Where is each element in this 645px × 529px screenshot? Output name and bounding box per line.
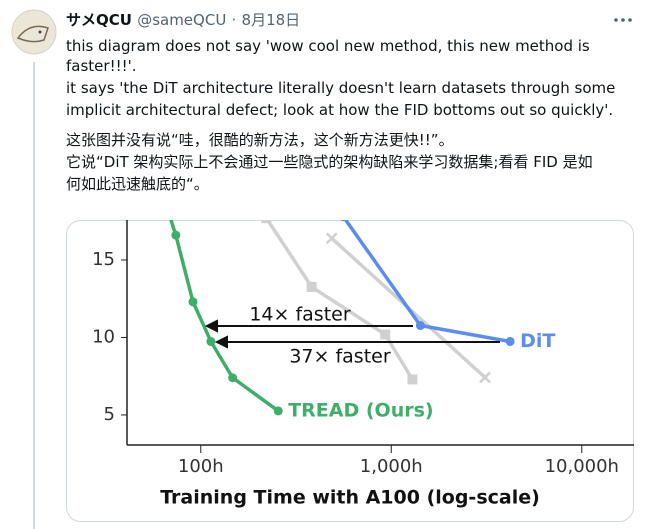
series-label: TREAD (Ours) [288,399,433,421]
x-tick-label: 100h [178,456,224,477]
tweet-line: 这张图并没有说“哇，很酷的新方法，这个新方法更快!!”。 [66,131,454,149]
y-tick-label: 10 [92,326,115,347]
point [479,371,491,384]
annotation: 37× faster [289,346,391,368]
date[interactable]: 8月18日 [241,11,301,29]
series-label: DiT [520,330,555,352]
point [306,281,317,292]
point [273,406,283,416]
x-tick-label: 1,000h [360,456,423,477]
x-tick-label: 10,000h [545,456,619,477]
y-tick-label: 5 [104,404,115,425]
point [505,336,515,346]
author[interactable]: サメQCU @sameQCU · 8月18日 [66,10,300,30]
tweet-line: 它说“DiT 架构实际上不会通过一些隐式的架构缺陷来学习数据集;看看 FID 是… [66,153,593,171]
point [188,297,198,307]
point [325,232,338,245]
more-button[interactable] [614,18,632,22]
plot-area [164,209,515,416]
annotation: 14× faster [249,304,351,326]
point [415,321,425,331]
y-tick-label: 15 [92,249,115,270]
separator: · [231,11,237,29]
avatar[interactable] [11,9,57,55]
point [261,220,272,224]
x-axis-label: Training Time with A100 (log-scale) [160,487,540,509]
series-line [265,220,414,381]
point [206,336,216,346]
point [407,374,418,385]
tweet-line: faster!!!'. [66,57,137,75]
annotation-arrows [204,319,500,349]
author-name[interactable]: サメQCU [66,11,132,29]
tweet-line: implicit architectural defect; look at h… [66,101,614,119]
tweet-line: this diagram does not say 'wow cool new … [66,37,590,55]
chart: 5 10 15 100h 1,000h 10,000h DiT TREAD (Ours) [92,209,634,477]
point [164,209,173,218]
point [171,230,181,240]
handle[interactable]: @sameQCU [137,11,227,29]
tweet-line: it says 'the DiT architecture literally … [66,79,616,97]
point [340,220,347,222]
image-frame[interactable] [66,220,634,522]
point [380,329,391,340]
point [228,373,238,383]
tweet-line: 何如此迅速触底的“。 [66,175,209,193]
